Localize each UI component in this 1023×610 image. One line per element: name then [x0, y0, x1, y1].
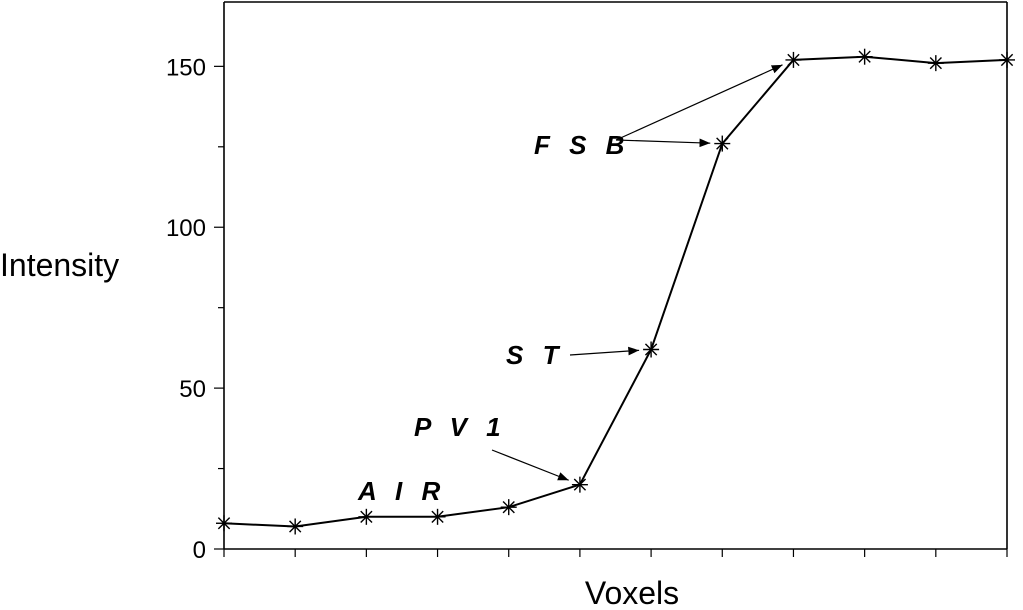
- axes: [223, 1, 1008, 550]
- y-tick-label: 0: [193, 537, 206, 564]
- data-point: [999, 51, 1015, 68]
- annotation-label: A I R: [357, 476, 446, 506]
- data-point: [500, 499, 517, 516]
- data-point: [429, 508, 446, 525]
- markers: [216, 48, 1015, 535]
- ticks: 0 50 100 150: [166, 54, 1008, 564]
- annotation-label: F S B: [534, 130, 630, 160]
- data-point: [785, 51, 802, 68]
- series-line: [223, 55, 1008, 528]
- series: [223, 55, 1008, 528]
- data-point: [216, 515, 232, 532]
- y-tick-label: 100: [166, 215, 206, 242]
- data-point: [714, 135, 731, 152]
- data-point: [856, 48, 873, 65]
- y-tick-label: 50: [179, 376, 206, 403]
- annotation-arrow: [615, 138, 711, 148]
- data-point: [927, 55, 944, 72]
- annotation-arrow: [615, 64, 783, 141]
- annotation-arrow: [491, 449, 569, 481]
- data-point: [571, 476, 588, 493]
- data-point: [643, 341, 660, 358]
- data-point: [287, 518, 304, 535]
- annotation-arrow: [569, 346, 640, 356]
- annotations: A I R P V 1 S T F S B: [357, 64, 783, 506]
- annotation-label: S T: [506, 340, 564, 370]
- y-tick-label: 150: [166, 54, 206, 81]
- y-axis-title: Intensity: [0, 247, 119, 283]
- x-axis-title: Voxels: [585, 575, 679, 610]
- data-point: [358, 508, 375, 525]
- annotation-label: P V 1: [414, 412, 507, 442]
